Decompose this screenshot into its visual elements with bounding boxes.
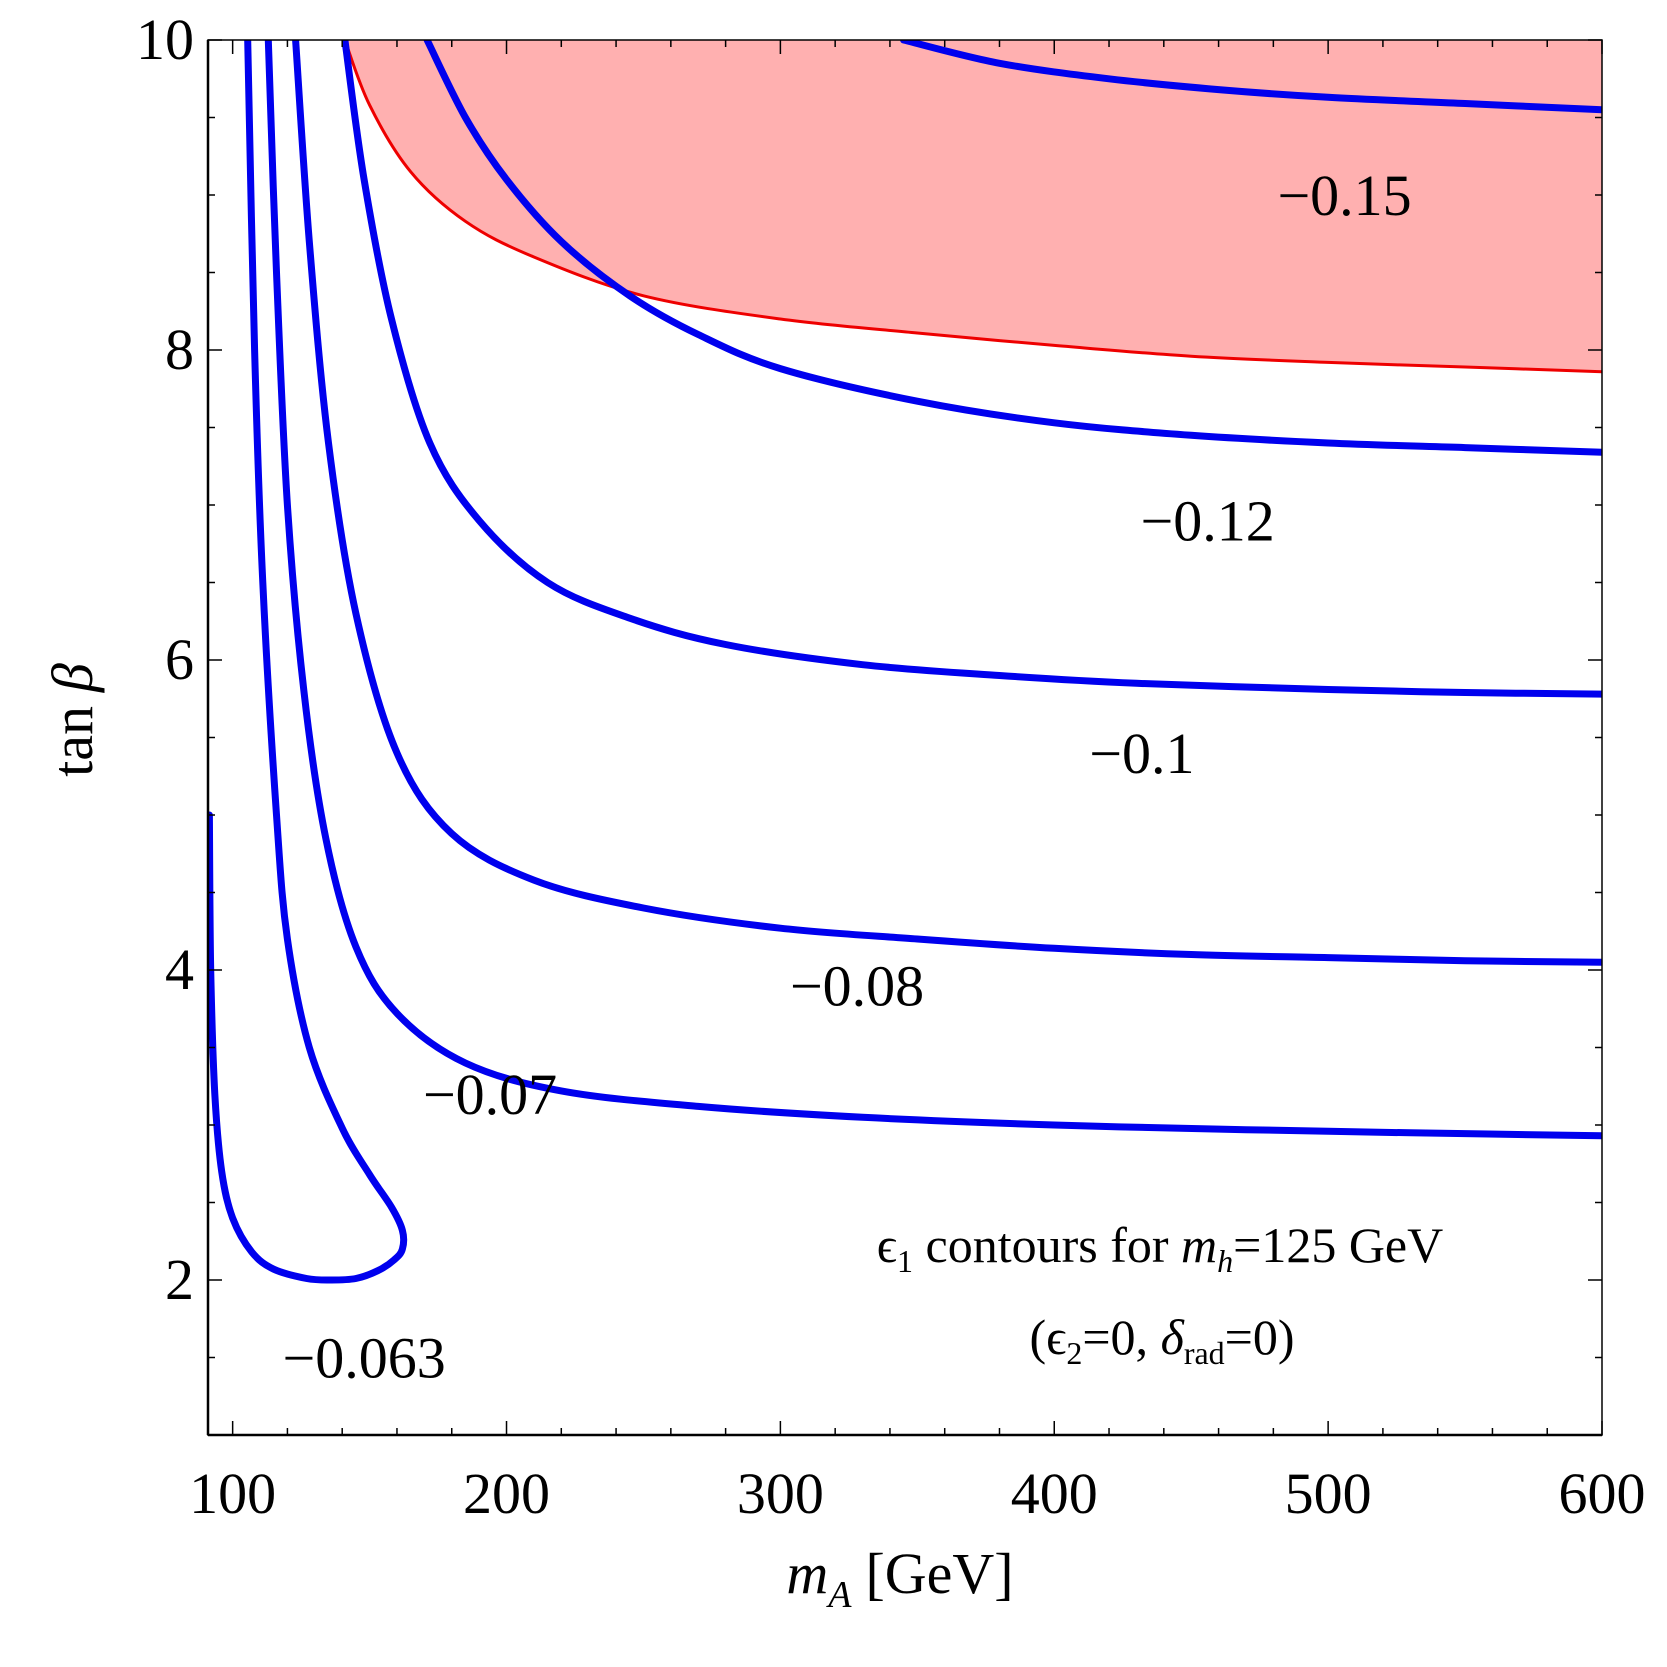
- y-tick-label: 2: [165, 1247, 194, 1312]
- annotation-line-1: ϵ1 contours for mh=125 GeV: [877, 1217, 1443, 1279]
- y-tick-label: 10: [136, 7, 194, 72]
- contour-label--0.063: −0.063: [282, 1326, 445, 1391]
- contour-line--0.063: [208, 40, 408, 1284]
- contour-label--0.07: −0.07: [423, 1062, 557, 1127]
- y-axis-title: tanβ: [40, 663, 105, 777]
- x-axis-title: mA [GeV]: [786, 1541, 1013, 1616]
- contour-label--0.12: −0.12: [1141, 489, 1275, 554]
- contour-label--0.08: −0.08: [790, 954, 924, 1019]
- x-tick-label: 200: [463, 1461, 550, 1526]
- contour-labels: −0.063 −0.07 −0.08 −0.1 −0.12 −0.15: [282, 163, 1411, 1391]
- axis-ticks: 100 200 300 400 500 600 2 4 6 8 10: [136, 7, 1646, 1526]
- contour-line--0.07: [264, 40, 1602, 1140]
- contour-line--0.1: [341, 40, 1602, 698]
- x-tick-label: 100: [189, 1461, 276, 1526]
- x-tick-label: 600: [1559, 1461, 1646, 1526]
- excluded-region: [344, 40, 1602, 372]
- contour-line--0.08: [292, 40, 1602, 966]
- epsilon-1-symbol: ϵ: [877, 1217, 897, 1273]
- contour-label--0.15: −0.15: [1277, 163, 1411, 228]
- contour-line--0.12: [423, 40, 1602, 456]
- y-tick-label: 6: [165, 627, 194, 692]
- x-tick-label: 300: [737, 1461, 824, 1526]
- contour-label--0.1: −0.1: [1089, 721, 1194, 786]
- plot-area: [208, 40, 1602, 1284]
- annotation-line-2: (ϵ2=0, δrad=0): [1029, 1309, 1294, 1371]
- contour-line--0.15: [900, 40, 1602, 114]
- x-tick-label: 400: [1011, 1461, 1098, 1526]
- y-tick-label: 4: [165, 937, 194, 1002]
- epsilon-2-symbol: ϵ: [1046, 1309, 1066, 1365]
- x-tick-label: 500: [1285, 1461, 1372, 1526]
- excluded-region-boundary: [343, 40, 1602, 374]
- y-tick-label: 8: [165, 317, 194, 382]
